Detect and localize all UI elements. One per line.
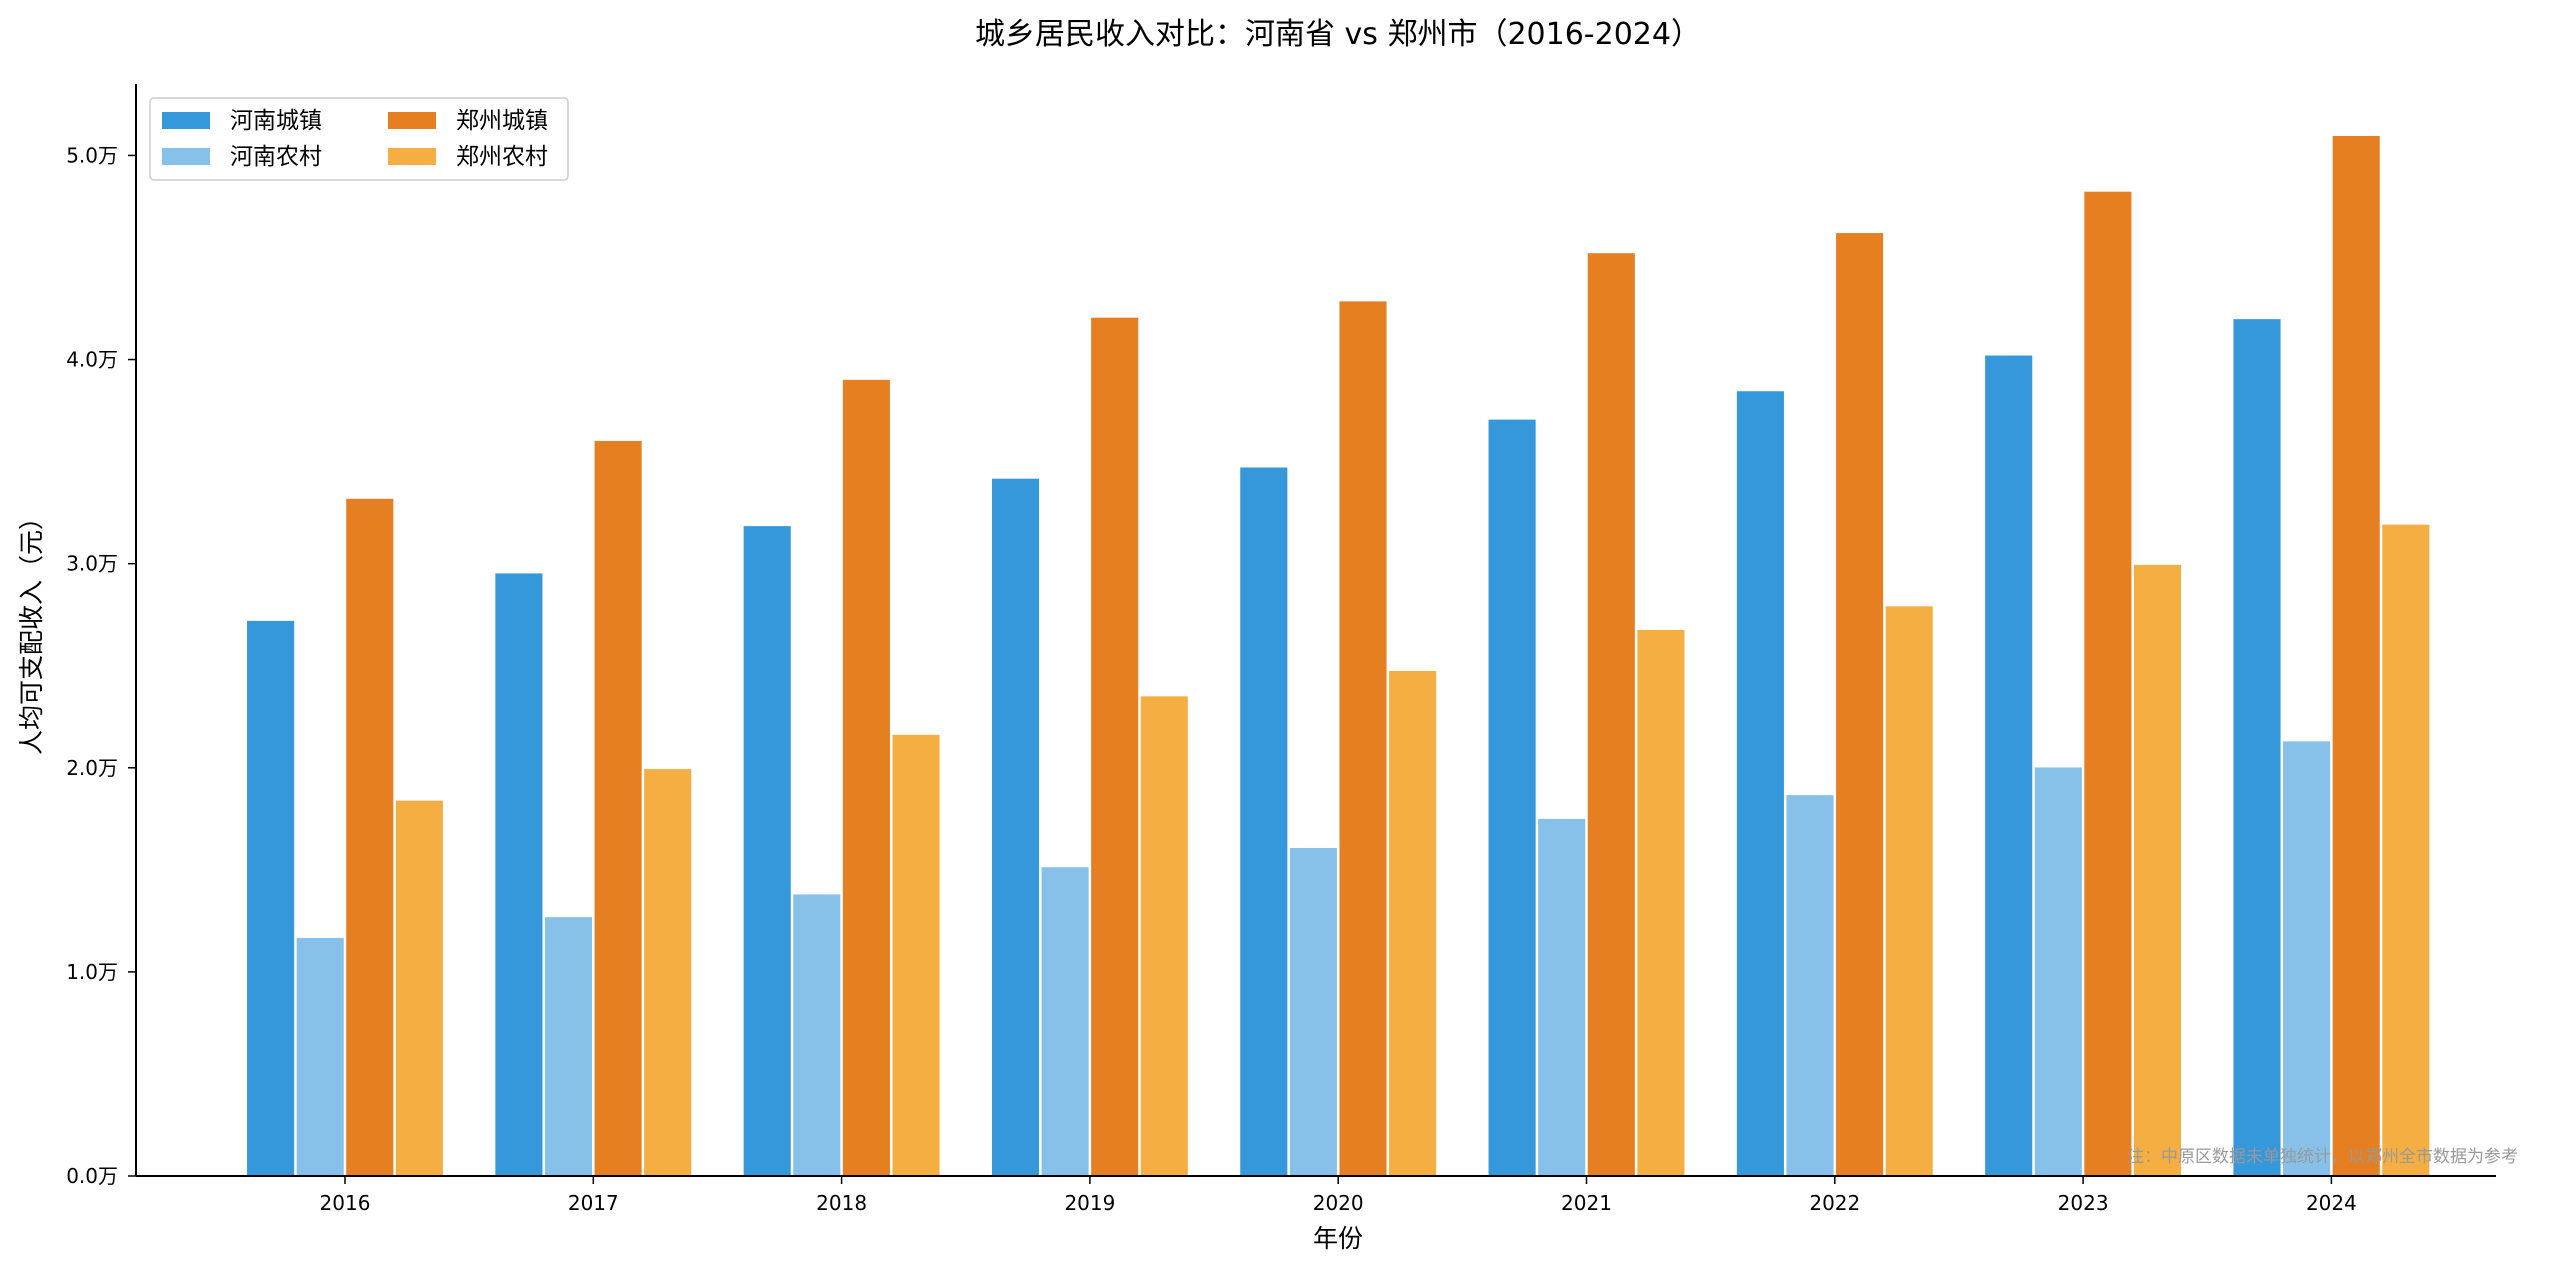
- bar-河南城镇-2023: [1983, 354, 2034, 1177]
- x-axis-label: 年份: [1313, 1224, 1363, 1253]
- bar-河南城镇-2020: [1238, 465, 1289, 1177]
- legend-label-郑州城镇: 郑州城镇: [456, 108, 548, 134]
- x-tick-label: 2019: [1064, 1191, 1115, 1215]
- legend-swatch-郑州城镇: [388, 112, 436, 129]
- bar-郑州农村-2016: [394, 799, 445, 1177]
- bars-layer: [245, 134, 2431, 1177]
- y-tick-label: 4.0万: [66, 348, 118, 372]
- bar-郑州农村-2017: [642, 767, 693, 1177]
- bar-河南农村-2016: [295, 936, 346, 1177]
- y-tick-label: 0.0万: [66, 1164, 118, 1188]
- bar-郑州农村-2023: [2132, 563, 2183, 1177]
- bar-郑州农村-2021: [1635, 628, 1686, 1177]
- legend-swatch-河南城镇: [162, 112, 210, 129]
- bar-郑州城镇-2021: [1586, 251, 1637, 1177]
- bar-河南城镇-2016: [245, 619, 296, 1177]
- bar-河南城镇-2019: [990, 477, 1041, 1177]
- x-tick-label: 2021: [1561, 1191, 1612, 1215]
- bar-郑州城镇-2024: [2331, 134, 2382, 1177]
- x-ticks: 2016 2017 2018 2019 2020 2021 2022 2023 2024: [320, 1176, 2357, 1215]
- bar-河南农村-2022: [1784, 793, 1836, 1177]
- bar-河南城镇-2021: [1487, 418, 1538, 1177]
- x-tick-label: 2022: [1809, 1191, 1860, 1215]
- bar-郑州城镇-2018: [841, 378, 892, 1177]
- y-tick-label: 1.0万: [66, 960, 118, 984]
- x-tick-label: 2016: [320, 1191, 371, 1215]
- bar-河南农村-2023: [2033, 765, 2084, 1177]
- bar-河南农村-2021: [1536, 817, 1587, 1177]
- legend-swatch-郑州农村: [388, 148, 436, 165]
- legend-frame: [149, 97, 569, 181]
- bar-河南农村-2019: [1040, 865, 1091, 1177]
- legend-swatch-河南农村: [162, 148, 210, 165]
- bar-郑州城镇-2017: [593, 439, 644, 1177]
- legend-label-郑州农村: 郑州农村: [456, 144, 548, 170]
- bar-河南农村-2017: [543, 915, 594, 1177]
- y-axis-label: 人均可支配收入（元）: [17, 505, 46, 755]
- legend-label-河南城镇: 河南城镇: [230, 108, 322, 134]
- bar-郑州城镇-2023: [2082, 190, 2133, 1177]
- x-tick-label: 2020: [1313, 1191, 1364, 1215]
- y-tick-label: 3.0万: [66, 552, 118, 576]
- bar-郑州城镇-2022: [1834, 231, 1885, 1177]
- bar-郑州农村-2024: [2380, 523, 2431, 1177]
- y-tick-label: 2.0万: [66, 756, 118, 780]
- legend-label-河南农村: 河南农村: [230, 144, 322, 170]
- bar-郑州城镇-2020: [1337, 299, 1389, 1177]
- bar-河南农村-2024: [2281, 739, 2332, 1177]
- chart-title: 城乡居民收入对比：河南省 vs 郑州市（2016-2024）: [975, 17, 1701, 52]
- bar-郑州农村-2022: [1884, 604, 1935, 1177]
- bar-河南农村-2020: [1288, 846, 1339, 1177]
- bar-郑州农村-2020: [1387, 669, 1438, 1177]
- bar-郑州农村-2019: [1139, 694, 1190, 1177]
- bar-河南农村-2018: [791, 892, 842, 1177]
- bar-郑州城镇-2019: [1089, 316, 1140, 1177]
- x-tick-label: 2017: [568, 1191, 619, 1215]
- bar-河南城镇-2017: [493, 571, 544, 1177]
- bar-河南城镇-2024: [2231, 317, 2283, 1177]
- footnote-annotation: 注：中原区数据未单独统计，以郑州全市数据为参考: [2127, 1147, 2518, 1167]
- bar-河南城镇-2018: [742, 524, 793, 1177]
- y-ticks: 0.0万 1.0万 2.0万 3.0万 4.0万 5.0万: [66, 143, 136, 1188]
- x-tick-label: 2023: [2058, 1191, 2109, 1215]
- bar-河南城镇-2022: [1735, 389, 1786, 1177]
- x-tick-label: 2024: [2306, 1191, 2357, 1215]
- bar-郑州农村-2018: [890, 733, 942, 1177]
- y-tick-label: 5.0万: [66, 143, 118, 167]
- bar-郑州城镇-2016: [344, 497, 395, 1177]
- x-tick-label: 2018: [816, 1191, 867, 1215]
